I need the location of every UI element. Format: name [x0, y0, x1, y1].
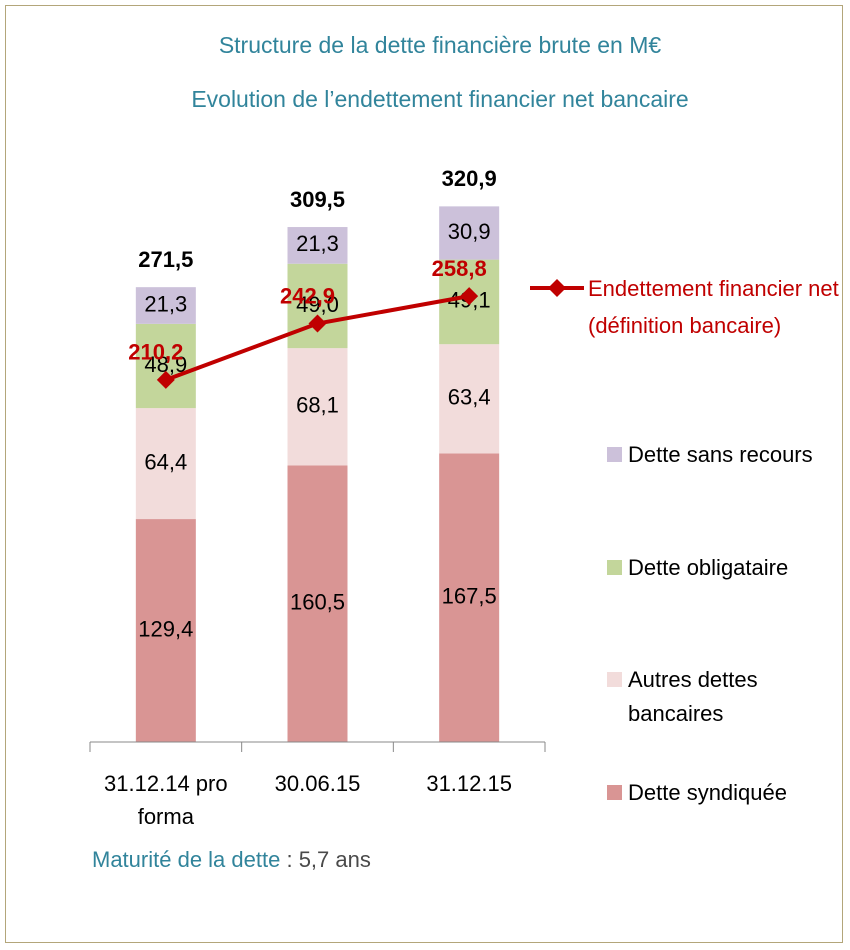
line-marker: [156, 370, 175, 389]
bar-segment: [439, 206, 500, 260]
legend-marker: [548, 279, 566, 297]
legend-label: Autres dettes bancaires: [628, 667, 758, 726]
footer-unit: ans: [335, 847, 371, 872]
bar-segment: [287, 263, 348, 349]
legend-swatch: [607, 560, 622, 575]
line-marker: [308, 314, 327, 333]
x-tick-label: 31.12.15: [426, 771, 512, 796]
bar-segment: [439, 453, 500, 742]
value-label: 21,3: [144, 291, 187, 316]
value-label: 49,0: [296, 292, 339, 317]
footer-separator: :: [280, 847, 299, 872]
value-label: 30,9: [448, 219, 491, 244]
value-label: 167,5: [442, 584, 497, 609]
legend-swatch: [607, 447, 622, 462]
footer-label: Maturité de la dette: [92, 847, 281, 872]
x-tick-label: 31.12.14 pro forma: [104, 771, 228, 829]
legend-swatch: [607, 785, 622, 800]
x-tick-label: 30.06.15: [274, 771, 361, 796]
frame: [5, 5, 843, 943]
value-label: 68,1: [296, 393, 339, 418]
chart-title: Structure de la dette financière brute e…: [218, 32, 662, 58]
total-label: 320,9: [442, 166, 497, 191]
line-value-label: 242,9: [280, 283, 335, 308]
total-label: 309,5: [290, 187, 345, 212]
chart-subtitle: Evolution de l’endettement financier net…: [191, 86, 689, 112]
total-label: 271,5: [138, 247, 193, 272]
bar-segment: [439, 344, 500, 454]
line-value-label: 210,2: [128, 340, 183, 365]
legend-swatch: [607, 672, 622, 687]
legend-label: Dette syndiquée: [628, 780, 787, 805]
value-label: 129,4: [138, 616, 193, 641]
line-marker: [460, 287, 479, 306]
bar-segment: [287, 348, 348, 466]
footer-value: 5,7: [298, 847, 330, 872]
legend-label: Dette obligataire: [628, 555, 789, 580]
value-label: 63,4: [448, 385, 491, 410]
value-label: 64,4: [144, 449, 187, 474]
value-label: 21,3: [296, 231, 339, 256]
bar-segment: [287, 227, 348, 264]
footer: Maturité de la dette : 5,7 ans: [92, 847, 371, 873]
legend-label: Endettement financier net (définition ba…: [588, 276, 839, 338]
bar-segment: [287, 465, 348, 742]
bar-segment: [135, 408, 196, 520]
bar-segment: [135, 287, 196, 324]
legend-label: Dette sans recours: [628, 442, 813, 467]
bar-segment: [135, 323, 196, 409]
bar-segment: [135, 519, 196, 742]
value-label: 160,5: [290, 590, 345, 615]
line-value-label: 258,8: [432, 256, 487, 281]
